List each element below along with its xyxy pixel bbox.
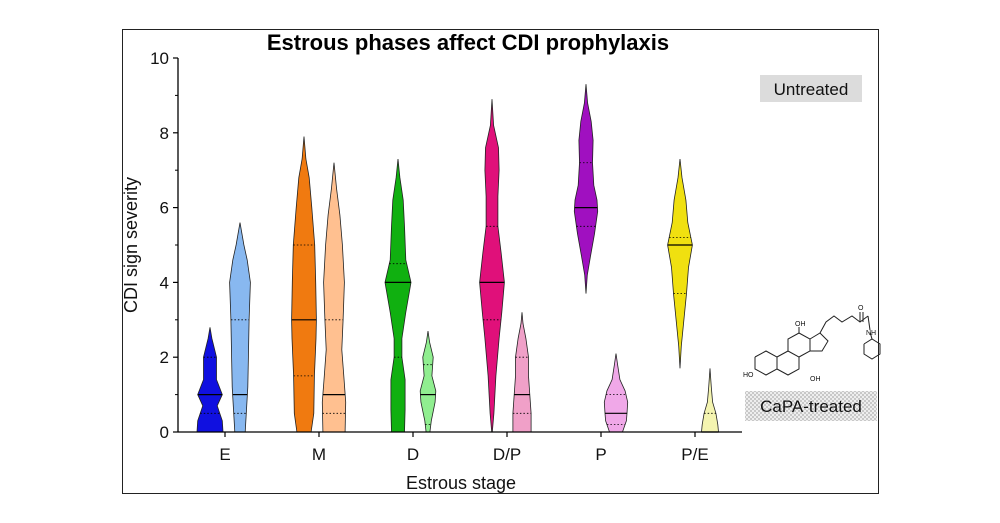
violin-body — [701, 368, 719, 433]
violin-body — [512, 312, 532, 433]
molecule-side-chain — [819, 315, 869, 334]
violin-m-capa — [321, 162, 347, 433]
violin-dp-capa — [512, 312, 532, 433]
violin-pe-capa — [701, 368, 719, 433]
violin-body — [419, 330, 437, 433]
molecule-n-phenyl-bond — [869, 331, 873, 340]
violin-body — [603, 353, 629, 433]
violin-m-untreated — [291, 136, 317, 433]
violin-p-capa — [603, 353, 629, 433]
molecule-ring-b — [776, 350, 800, 376]
molecule-amide-bond — [867, 315, 871, 331]
y-tick-label: 2 — [160, 348, 169, 367]
violin-d-capa — [419, 330, 437, 433]
x-tick-label: P/E — [681, 445, 708, 464]
violin-body — [384, 158, 412, 433]
chart-frame — [122, 29, 879, 494]
molecule-ring-c — [787, 332, 811, 358]
y-tick-label: 4 — [160, 273, 169, 292]
violin-body — [573, 84, 599, 294]
x-tick-label: D/P — [493, 445, 521, 464]
axes: 0 2 4 6 8 10 E M D D/P P P/E — [150, 49, 742, 464]
y-tick-label: 0 — [160, 423, 169, 442]
molecule-phenyl-ring — [863, 338, 881, 360]
molecule-label-nh: NH — [866, 330, 876, 337]
violin-body — [479, 99, 505, 433]
violin-pe-untreated — [667, 158, 693, 369]
molecule-label-ho: HO — [743, 372, 754, 379]
legend-untreated: Untreated — [760, 75, 862, 102]
y-tick-label: 8 — [160, 124, 169, 143]
y-tick-label: 6 — [160, 199, 169, 218]
legend-untreated-label: Untreated — [774, 80, 849, 99]
x-tick-label: M — [312, 445, 326, 464]
y-axis-label: CDI sign severity — [121, 177, 141, 313]
x-axis-label: Estrous stage — [406, 473, 516, 493]
violin-body — [229, 222, 251, 433]
capa-molecule-structure: OH HO OH NH O — [743, 305, 881, 383]
x-tick-label: D — [407, 445, 419, 464]
molecule-label-oh-top: OH — [795, 321, 806, 328]
violin-p-untreated — [573, 84, 599, 294]
molecule-ring-d — [809, 332, 829, 352]
violin-body — [291, 136, 317, 433]
x-tick-label: P — [595, 445, 606, 464]
chart-title: Estrous phases affect CDI prophylaxis — [267, 30, 669, 55]
legend-capa: CaPA-treated — [745, 391, 877, 421]
molecule-label-o: O — [858, 305, 864, 312]
legend-capa-label: CaPA-treated — [760, 397, 862, 416]
legend-capa-bg — [745, 391, 877, 421]
violin-body — [196, 327, 224, 433]
x-tick-label: E — [219, 445, 230, 464]
legend-untreated-bg — [760, 75, 862, 102]
violin-d-untreated — [384, 158, 412, 433]
molecule-label-oh-bottom: OH — [810, 376, 821, 383]
violin-layer — [196, 84, 719, 433]
violin-body — [321, 162, 347, 433]
violin-body — [667, 158, 693, 369]
violin-e-untreated — [196, 327, 224, 433]
y-tick-label: 10 — [150, 49, 169, 68]
molecule-ring-a — [754, 350, 778, 376]
violin-dp-untreated — [479, 99, 505, 433]
violin-e-capa — [229, 222, 251, 433]
